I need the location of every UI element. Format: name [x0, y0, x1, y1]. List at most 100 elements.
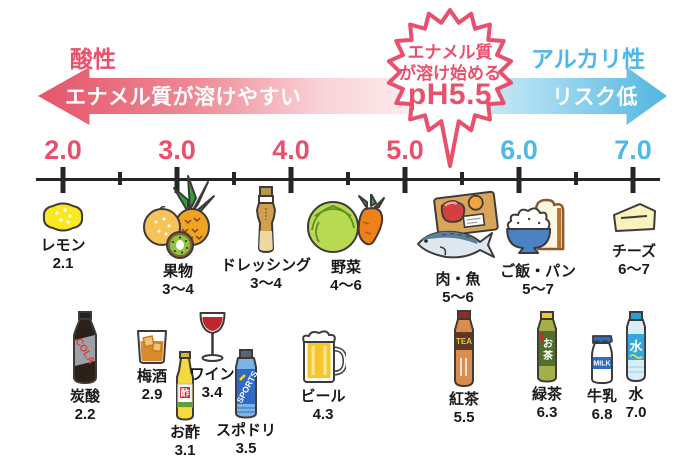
water-bottle-icon: 水 [626, 311, 646, 382]
rice-bread-icon [505, 198, 565, 254]
burst-ph-value: pH5.5 [407, 78, 493, 111]
food-label: 野菜 [330, 259, 361, 276]
food-item-vegetables: 野菜 4〜6 [305, 194, 387, 294]
axis-tick-minor [118, 172, 122, 185]
drink-ph: 6.3 [536, 403, 558, 421]
food-item-fruits: 果物 3〜4 [138, 174, 218, 298]
meat-fish-icon [417, 190, 499, 259]
drink-label: ワイン [189, 366, 235, 383]
axis-tick-major [60, 167, 66, 193]
drink-label: スポドリ [215, 422, 277, 439]
food-ph: 5〜7 [522, 280, 554, 298]
green-tea-label-text-1: お [543, 338, 553, 350]
wine-glass-icon [198, 312, 225, 362]
vinegar-label-text: 酢 [180, 387, 189, 398]
ph-tick-label-6: 6.0 [500, 135, 538, 165]
alkaline-label: アルカリ性 [531, 46, 646, 72]
ph-tick-label-5: 5.0 [386, 135, 424, 165]
food-ph: 4〜6 [330, 276, 362, 294]
fruits-icon [143, 175, 215, 259]
axis-tick-minor [460, 172, 464, 185]
food-ph: 5〜6 [442, 288, 474, 306]
drink-item-plum-wine: 梅酒 2.9 [134, 329, 170, 403]
drink-item-black-tea: TEA 紅茶 5.5 [449, 310, 479, 426]
drink-label: 梅酒 [136, 368, 167, 385]
burst-line1: エナメル質 [407, 43, 493, 62]
drink-item-soda: COLA 炭酸 2.2 [66, 311, 104, 423]
plum-wine-glass-icon [137, 330, 167, 364]
drink-ph: 4.3 [312, 405, 334, 423]
food-item-dressing: ドレッシング 3〜4 [221, 186, 311, 292]
food-label: ご飯・パン [500, 263, 576, 280]
axis-tick-major [288, 167, 294, 193]
drink-ph: 3.1 [174, 441, 196, 459]
drink-ph: 5.5 [453, 408, 475, 426]
green-tea-bottle-icon: お 茶 [536, 311, 557, 383]
water-label-text: 水 [629, 339, 643, 354]
drink-label: 炭酸 [69, 388, 100, 405]
food-label: 果物 [162, 263, 193, 280]
acid-arrow: エナメル質が溶けやすい [38, 67, 434, 125]
beer-mug-icon [302, 330, 346, 383]
drink-ph: 6.8 [591, 405, 613, 423]
drink-label: 水 [628, 386, 644, 403]
drink-item-sports-drink: SPORTS スポドリ 3.5 [216, 349, 276, 457]
food-ph: 3〜4 [250, 274, 282, 292]
food-label: チーズ [611, 243, 657, 260]
axis-tick-major [402, 167, 408, 193]
vinegar-bottle-icon: 酢 [175, 351, 194, 421]
food-label: ドレッシング [220, 257, 312, 274]
axis-tick-minor [346, 172, 350, 185]
drink-item-beer: ビール 4.3 [300, 329, 346, 423]
ph-tick-label-4: 4.0 [272, 135, 310, 165]
milk-label-text: MILK [593, 361, 610, 368]
ph-tick-label-3: 3.0 [158, 135, 196, 165]
drink-item-milk: MILK 牛乳 6.8 [587, 331, 617, 423]
drink-ph: 2.9 [141, 385, 163, 403]
axis-tick-major [174, 167, 180, 193]
drink-item-water: 水 水 7.0 [621, 311, 651, 421]
axis-tick-minor [574, 172, 578, 185]
drink-label: お酢 [169, 424, 201, 441]
drink-item-vinegar: 酢 お酢 3.1 [170, 351, 200, 459]
milk-bottle-icon: MILK [590, 335, 613, 384]
food-ph: 3〜4 [162, 280, 194, 298]
black-tea-bottle-icon: TEA [453, 310, 474, 387]
green-tea-label-text-2: 茶 [542, 349, 554, 362]
food-item-rice-bread: ご飯・パン 5〜7 [500, 196, 576, 298]
drink-ph: 3.4 [201, 383, 223, 401]
drink-ph: 2.2 [74, 405, 96, 423]
lemon-icon [42, 202, 84, 232]
drink-label: 緑茶 [531, 386, 563, 403]
alkaline-arrow-text: リスク低 [552, 86, 638, 109]
axis-tick-minor [232, 172, 236, 185]
vegetables-icon [307, 194, 385, 253]
cheese-icon [613, 203, 656, 232]
drink-item-green-tea: お 茶 緑茶 6.3 [532, 311, 562, 421]
acid-label: 酸性 [70, 46, 116, 72]
sports-drink-bottle-icon: SPORTS [234, 349, 260, 419]
food-ph: 6〜7 [618, 260, 650, 278]
dressing-bottle-icon [255, 186, 276, 253]
burst-callout [386, 8, 514, 168]
axis-tick-major [630, 167, 636, 193]
cola-bottle-icon: COLA [72, 311, 97, 384]
drink-label: ビール [300, 388, 346, 405]
drink-ph: 3.5 [235, 439, 257, 457]
drink-label: 紅茶 [448, 391, 480, 408]
ph-tick-label-2: 2.0 [44, 135, 82, 165]
ph-tick-label-7: 7.0 [614, 135, 652, 165]
tea-label-text: TEA [456, 337, 472, 346]
food-item-cheese: チーズ 6〜7 [610, 202, 658, 278]
drink-ph: 7.0 [625, 403, 647, 421]
drink-item-wine: ワイン 3.4 [189, 311, 235, 401]
drink-label: 牛乳 [586, 388, 618, 405]
axis-tick-major [516, 167, 522, 193]
burst-line2: が溶け始める [399, 64, 501, 83]
food-label: 肉・魚 [435, 271, 481, 288]
food-ph: 2.1 [52, 254, 74, 272]
acid-arrow-text: エナメル質が溶けやすい [65, 86, 302, 109]
food-item-meat-fish: 肉・魚 5〜6 [416, 188, 500, 306]
food-item-lemon: レモン 2.1 [40, 200, 86, 272]
